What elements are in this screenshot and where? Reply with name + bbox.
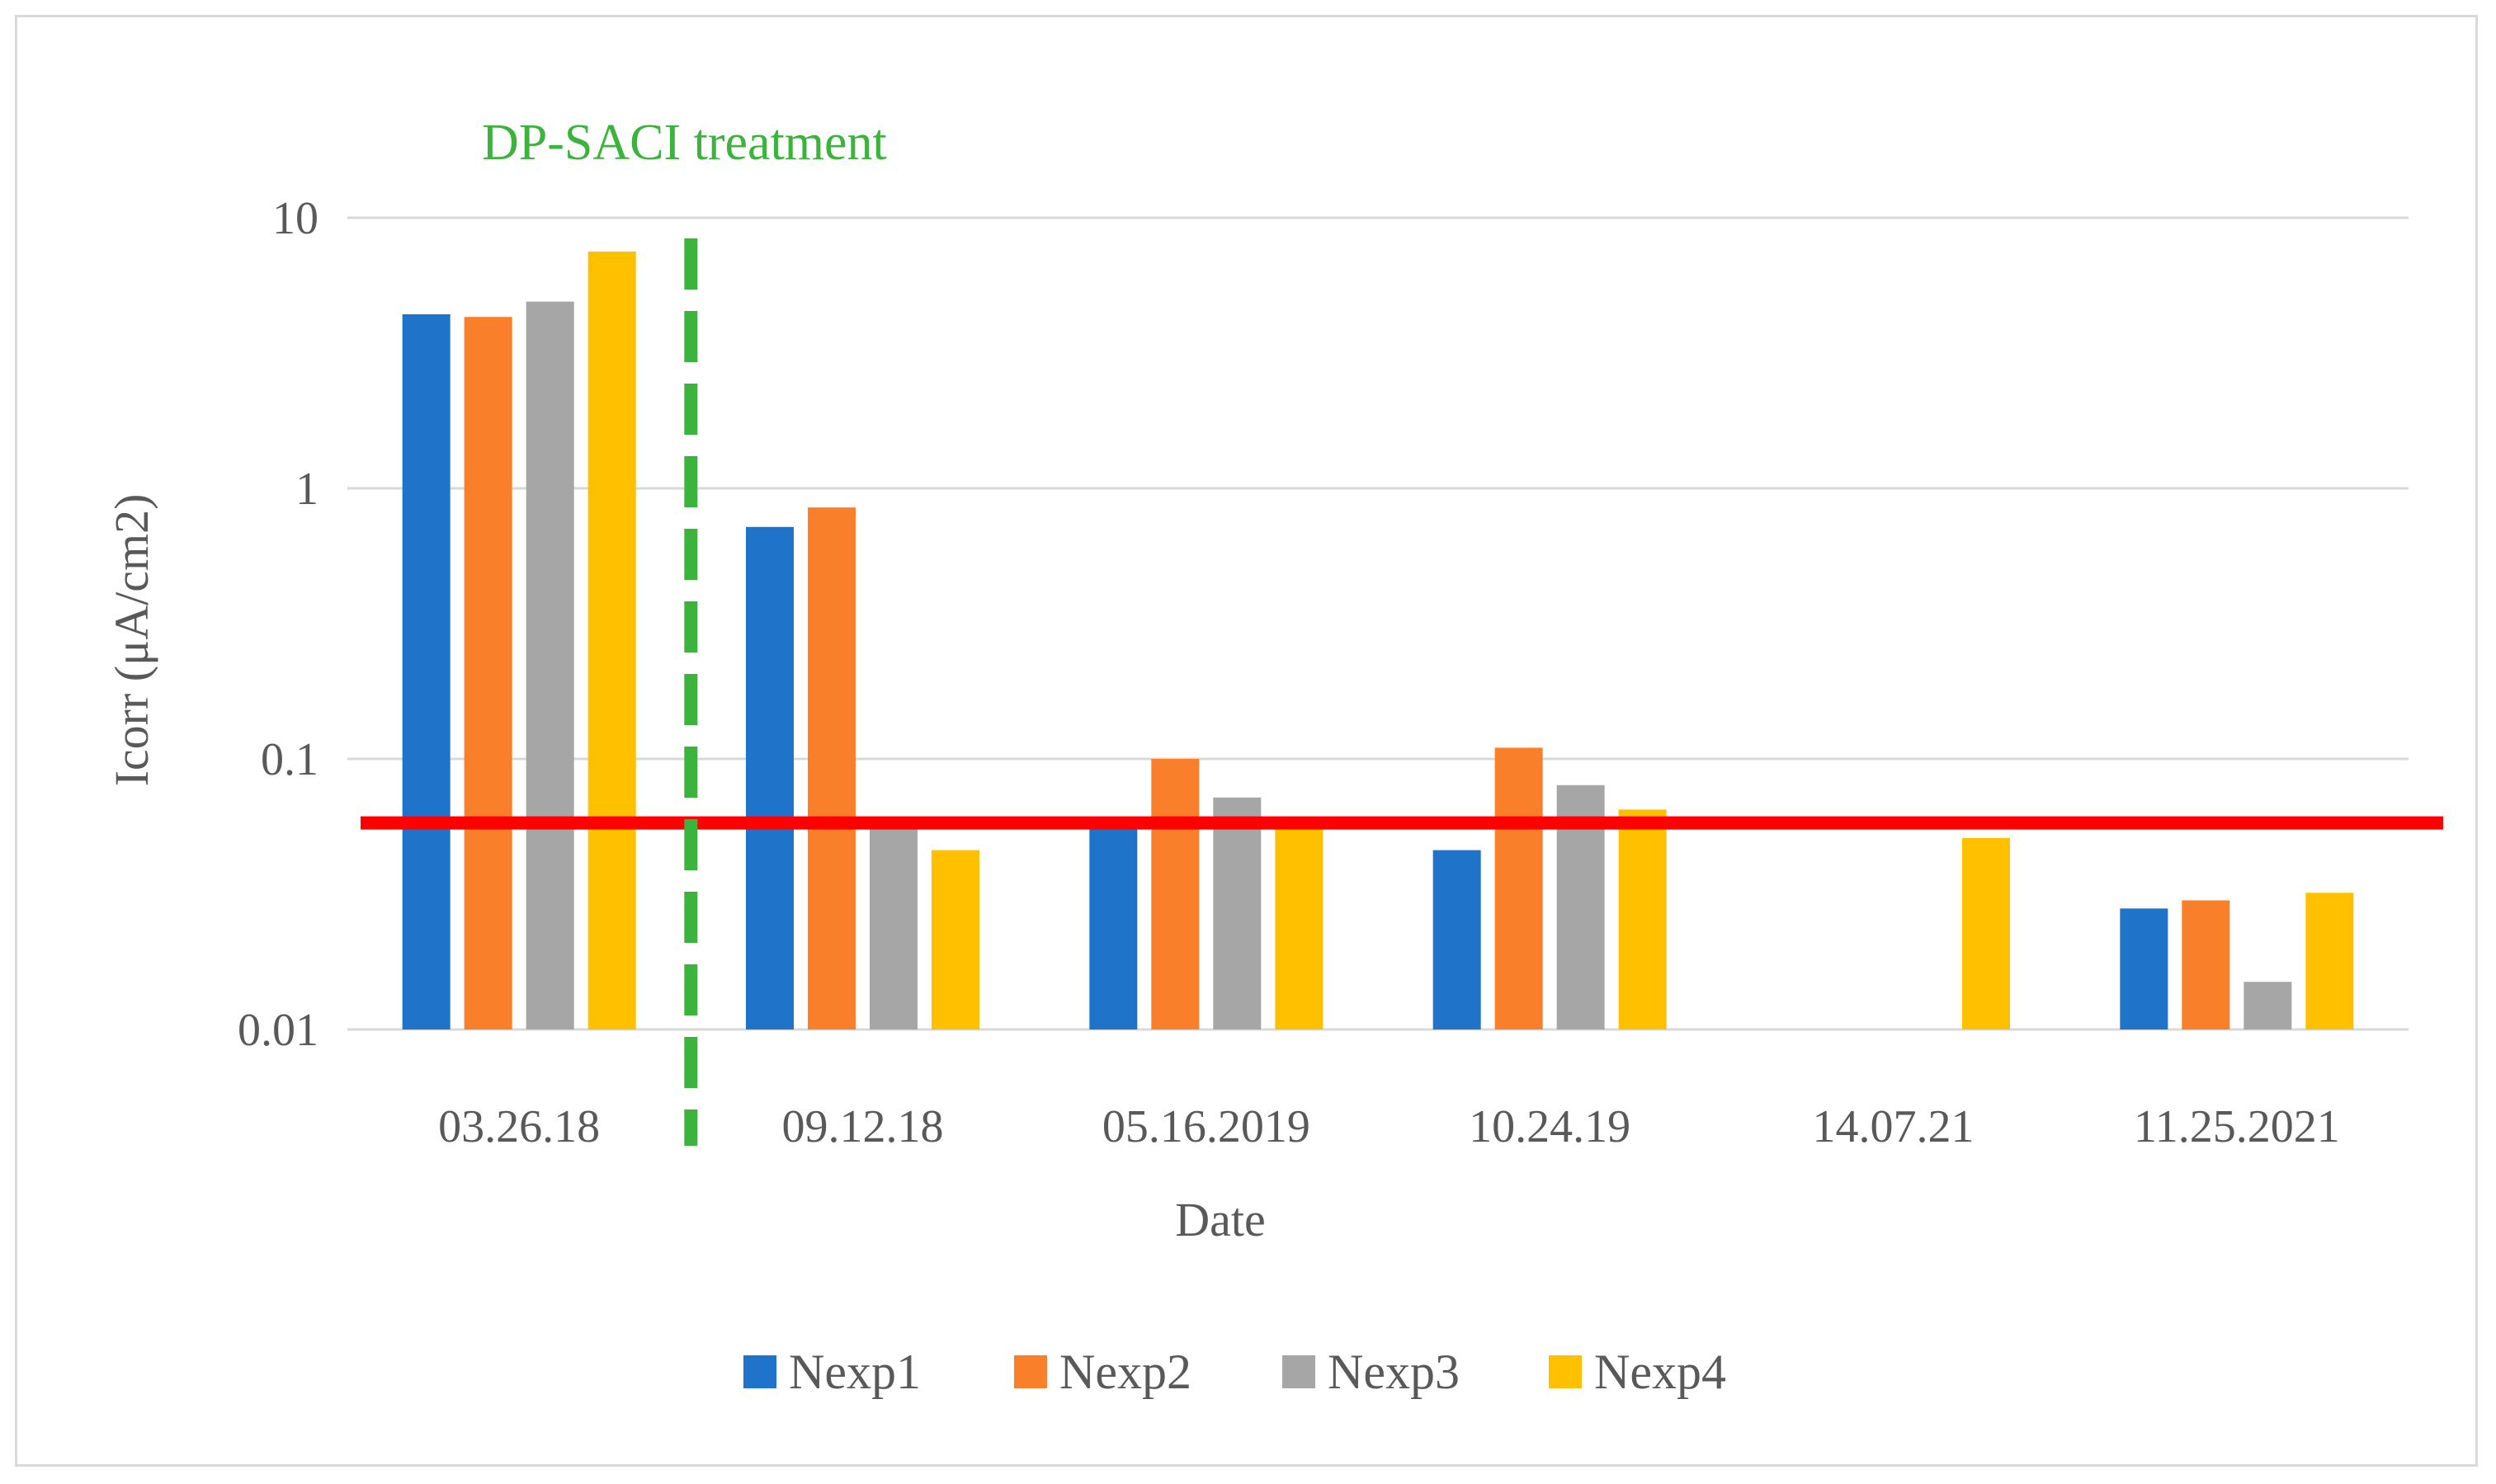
y-axis-title: Icorr (μA/cm2)	[105, 494, 158, 787]
x-tick-label: 14.07.21	[1813, 1101, 1975, 1152]
bar-nexp2-0	[464, 317, 512, 1029]
x-tick-label: 03.26.18	[438, 1101, 600, 1152]
y-tick-label: 10	[272, 193, 318, 244]
legend-label-nexp3: Nexp3	[1328, 1345, 1460, 1399]
legend-swatch-nexp1	[743, 1355, 776, 1388]
x-tick-label: 05.16.2019	[1102, 1101, 1310, 1152]
treatment-annotation-label: DP-SACI treatment	[482, 115, 887, 171]
tick-layer: 10 1 0.1 0.01 03.26.18 09.12.18 05.16.2019 10.2…	[238, 193, 2340, 1152]
grid-layer	[347, 216, 2409, 1031]
bar-layer	[402, 251, 2354, 1029]
bar-nexp3-2	[1213, 797, 1262, 1029]
bar-nexp3-5	[2244, 982, 2292, 1029]
legend-label-nexp2: Nexp2	[1059, 1345, 1191, 1399]
bar-nexp1-2	[1089, 825, 1138, 1029]
bar-nexp1-0	[402, 313, 451, 1029]
y-tick-label: 0.1	[261, 734, 318, 785]
bar-nexp2-5	[2182, 900, 2230, 1029]
y-tick-label: 0.01	[238, 1005, 318, 1056]
bar-nexp3-1	[870, 825, 918, 1029]
chart-svg: DP-SACI treatment 10 1 0.1 0.01 03.26.18 09.1…	[105, 115, 2443, 1399]
bar-nexp2-3	[1494, 747, 1543, 1029]
bar-nexp4-3	[1618, 809, 1667, 1029]
bar-nexp3-0	[526, 301, 574, 1029]
legend-swatch-nexp4	[1549, 1355, 1582, 1388]
x-axis-title: Date	[1175, 1193, 1266, 1246]
y-tick-label: 1	[295, 464, 318, 515]
bar-nexp4-1	[932, 850, 979, 1029]
bar-nexp2-2	[1151, 759, 1200, 1029]
bar-nexp1-5	[2120, 908, 2168, 1029]
bar-nexp4-0	[587, 251, 636, 1029]
annotation-layer: DP-SACI treatment	[482, 115, 887, 1146]
legend-swatch-nexp2	[1014, 1355, 1047, 1388]
x-tick-label: 11.25.2021	[2134, 1101, 2340, 1152]
x-tick-label: 10.24.19	[1469, 1101, 1630, 1152]
legend-label-nexp4: Nexp4	[1594, 1345, 1726, 1399]
bar-nexp1-3	[1432, 850, 1481, 1029]
chart-frame: DP-SACI treatment 10 1 0.1 0.01 03.26.18 09.1…	[15, 15, 2478, 1467]
legend: Nexp1 Nexp2 Nexp3 Nexp4	[743, 1345, 1726, 1399]
bar-nexp4-4	[1962, 837, 2010, 1029]
bar-nexp4-5	[2305, 893, 2354, 1029]
legend-label-nexp1: Nexp1	[789, 1345, 921, 1399]
x-tick-label: 09.12.18	[782, 1101, 944, 1152]
legend-swatch-nexp3	[1282, 1355, 1315, 1388]
bar-nexp2-1	[808, 507, 856, 1029]
bar-nexp4-2	[1275, 825, 1323, 1029]
bar-nexp1-1	[746, 526, 794, 1029]
